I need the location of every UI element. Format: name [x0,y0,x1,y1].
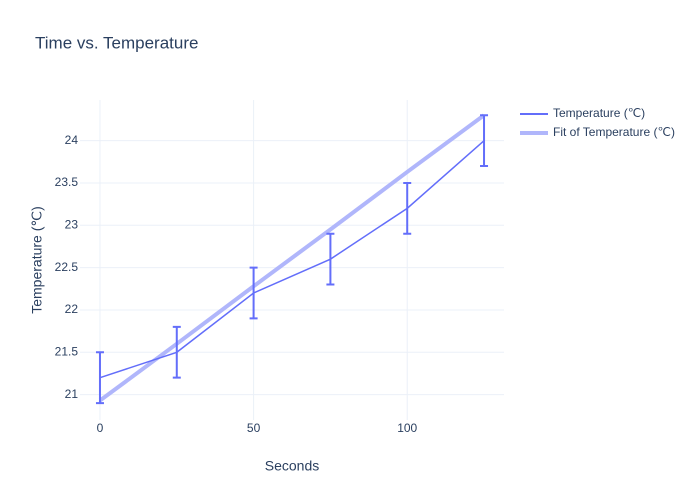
error-bar [403,181,412,235]
y-tick-label: 23 [65,217,79,231]
error-bar [480,114,489,168]
legend-label: Fit of Temperature (℃) [553,125,675,139]
y-tick-label: 23.5 [55,175,79,189]
data-line [99,140,485,379]
error-bar [326,232,335,286]
y-tick-label: 22 [65,302,79,316]
y-tick-label: 21 [65,387,79,401]
y-tick-label: 24 [65,133,79,147]
y-tick-label: 22.5 [55,260,79,274]
x-tick-label: 100 [397,421,417,435]
x-tick-label: 50 [247,421,261,435]
fit-line [98,113,486,403]
error-bar [95,351,104,405]
x-tick-label: 0 [97,421,104,435]
y-tick-label: 21.5 [55,344,79,358]
chart-title: Time vs. Temperature [35,33,198,52]
error-bar [249,266,258,320]
y-axis-title: Temperature (℃) [29,206,45,314]
error-bar [172,325,181,379]
x-axis-title: Seconds [265,458,319,474]
legend-label: Temperature (℃) [553,106,645,120]
